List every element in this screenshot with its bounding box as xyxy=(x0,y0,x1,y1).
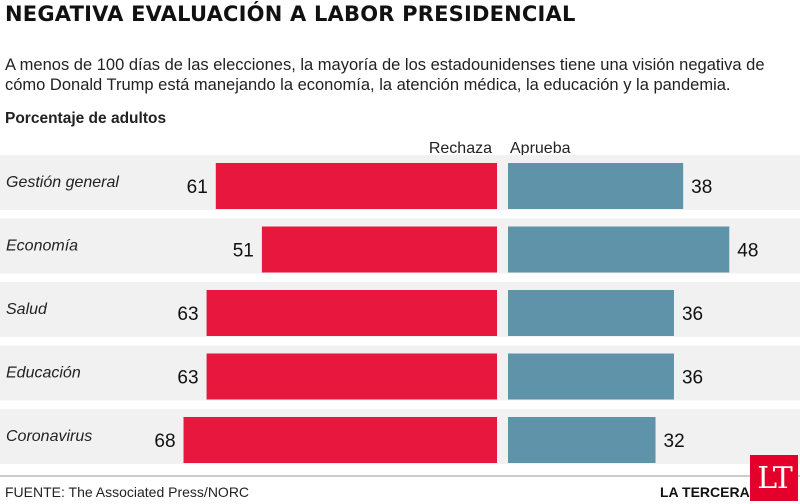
value-label-rechaza: 63 xyxy=(177,304,198,325)
legend-rechaza: Rechaza xyxy=(429,140,492,157)
value-label-aprueba: 36 xyxy=(682,304,703,325)
source-note: FUENTE: The Associated Press/NORC xyxy=(5,484,250,500)
bar-rechaza xyxy=(215,163,498,209)
category-label: Educación xyxy=(6,365,81,382)
bar-rechaza xyxy=(183,417,497,463)
unit-label: Porcentaje de adultos xyxy=(5,110,167,127)
category-label: Coronavirus xyxy=(6,428,92,445)
chart-subtitle: A menos de 100 días de las elecciones, l… xyxy=(5,56,765,94)
bar-rechaza xyxy=(206,353,497,400)
bar-aprueba xyxy=(508,163,684,209)
value-label-rechaza: 51 xyxy=(233,241,254,262)
value-label-aprueba: 32 xyxy=(664,431,685,452)
bar-aprueba xyxy=(508,417,656,463)
chart-title: NEGATIVA EVALUACIÓN A LABOR PRESIDENCIAL xyxy=(5,2,576,26)
bar-aprueba xyxy=(508,353,674,400)
brand-name: LA TERCERA xyxy=(660,484,750,500)
value-label-aprueba: 36 xyxy=(682,368,703,389)
bar-rechaza xyxy=(261,226,497,273)
legend-aprueba: Aprueba xyxy=(510,140,571,157)
brand-logo: LT xyxy=(750,455,798,501)
category-label: Gestión general xyxy=(6,174,119,191)
value-label-rechaza: 63 xyxy=(177,368,198,389)
value-label-rechaza: 68 xyxy=(154,431,175,452)
value-label-aprueba: 48 xyxy=(737,241,758,262)
bar-rechaza xyxy=(206,290,497,336)
category-label: Economía xyxy=(6,238,78,255)
diverging-bar-chart: Rechaza Aprueba Gestión general 61 38 Economí… xyxy=(0,140,800,477)
value-label-aprueba: 38 xyxy=(691,177,712,198)
bar-aprueba xyxy=(508,226,730,273)
value-label-rechaza: 61 xyxy=(187,177,208,198)
bar-aprueba xyxy=(508,290,674,336)
category-label: Salud xyxy=(6,301,48,318)
